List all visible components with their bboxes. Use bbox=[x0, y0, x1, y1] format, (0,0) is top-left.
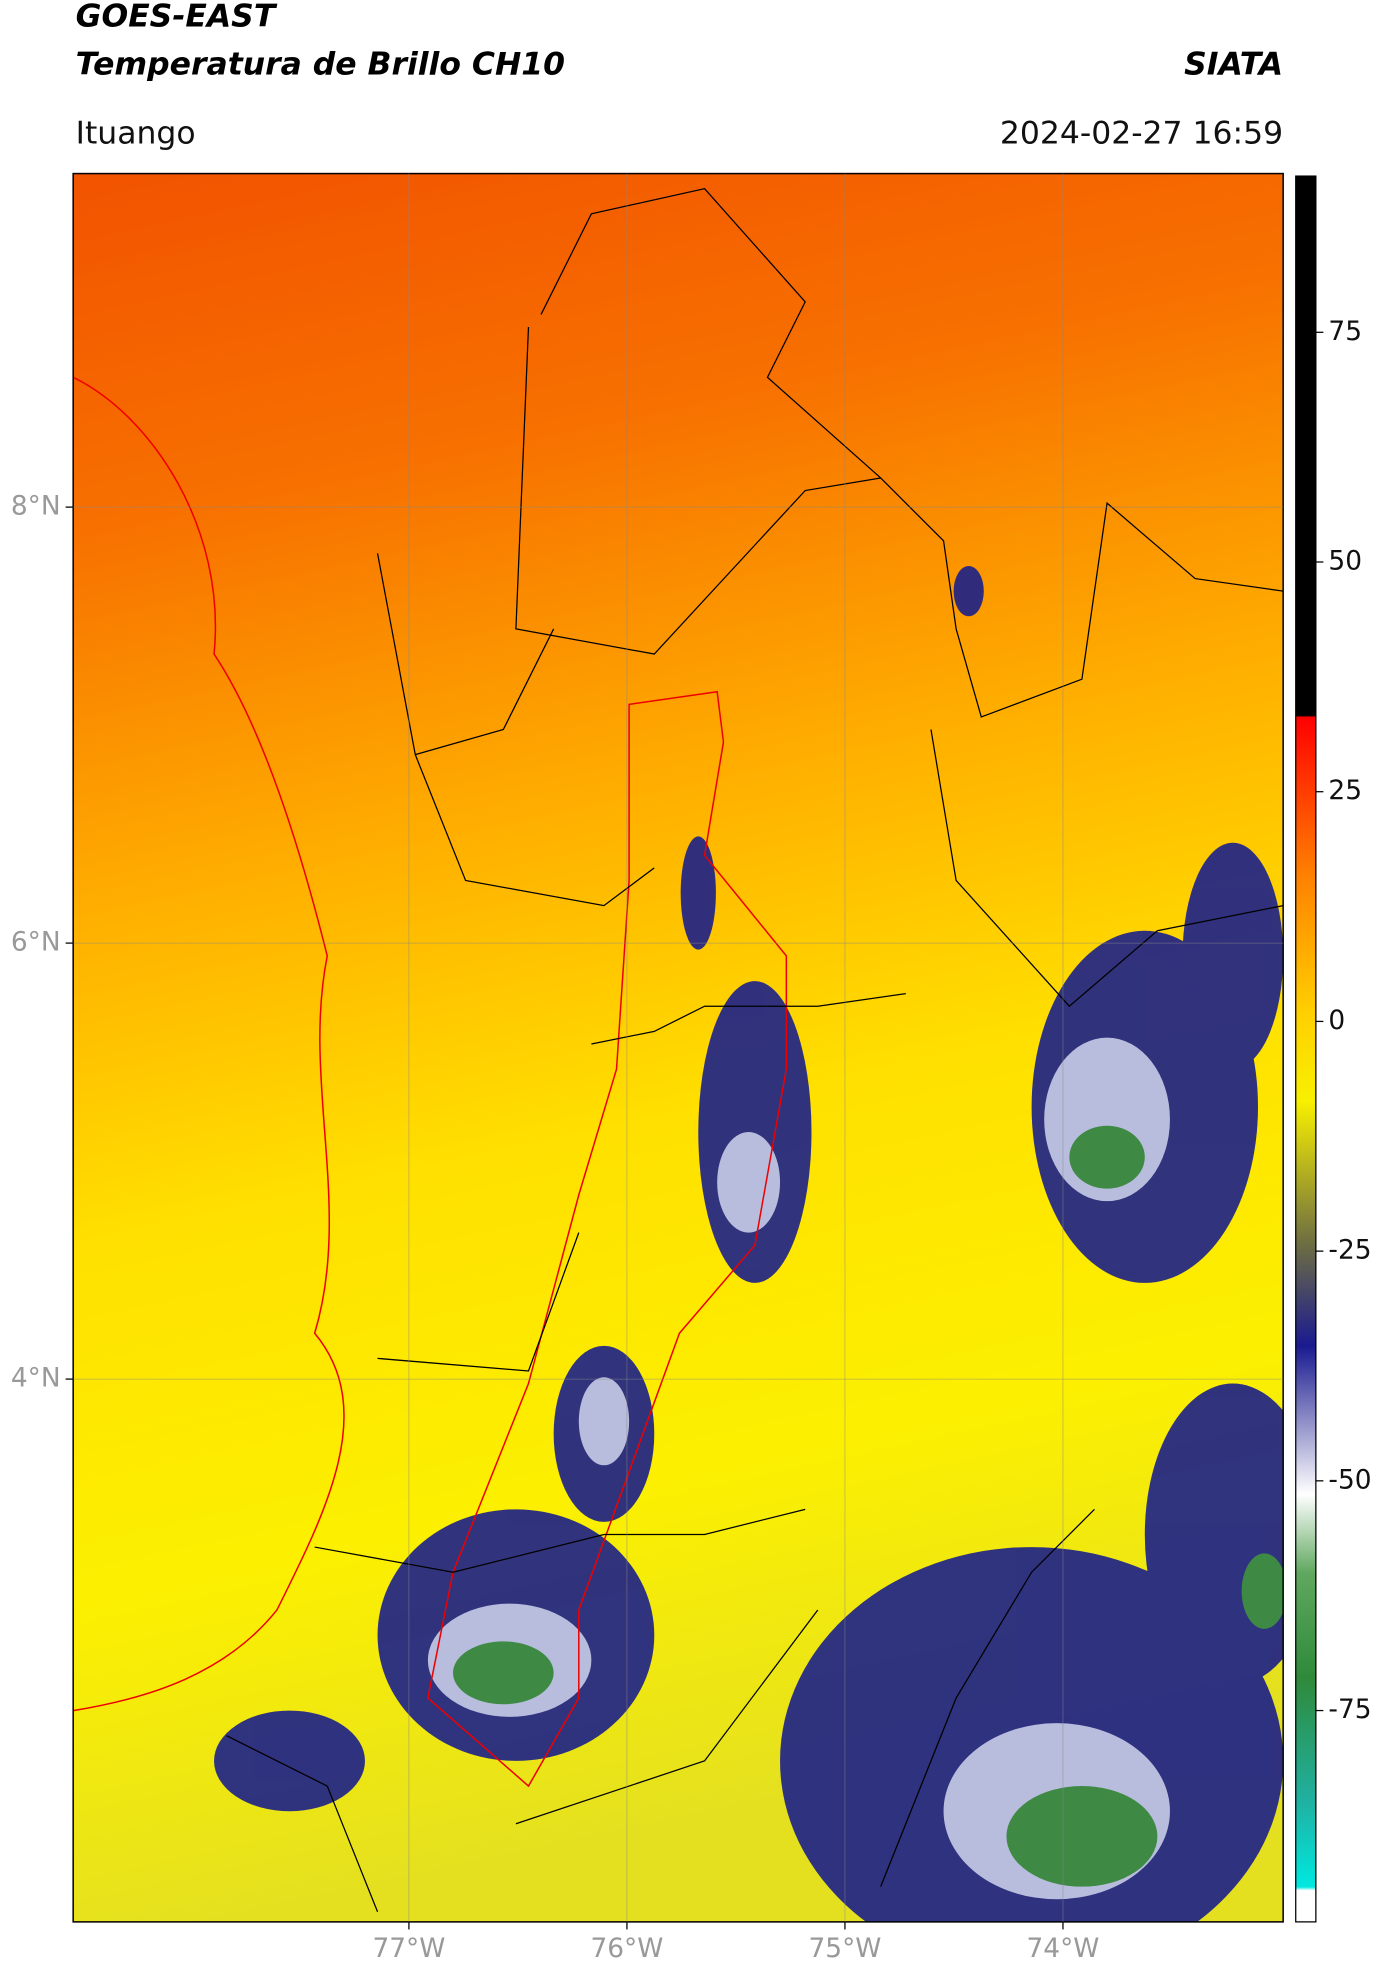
y-tick-label: 4°N bbox=[11, 1363, 61, 1394]
colorbar-tick-label: -50 bbox=[1328, 1464, 1371, 1495]
x-tick-label: 75°W bbox=[808, 1933, 881, 1964]
y-tick-label: 6°N bbox=[11, 927, 61, 958]
x-tick-label: 76°W bbox=[590, 1933, 663, 1964]
colorbar-tick-label: -25 bbox=[1328, 1235, 1371, 1266]
colorbar-tick-label: -75 bbox=[1328, 1694, 1371, 1725]
x-tick-label: 77°W bbox=[372, 1933, 445, 1964]
map-frame bbox=[72, 172, 1284, 1923]
x-tick-label: 74°W bbox=[1026, 1933, 1099, 1964]
title: GOES-EAST bbox=[76, 0, 278, 35]
y-tick-label: 8°N bbox=[11, 491, 61, 522]
colorbar-tick-label: 25 bbox=[1328, 775, 1362, 806]
colorbar-tick-label: 50 bbox=[1328, 546, 1362, 577]
location: Ituango bbox=[76, 116, 196, 152]
colorbar-tick-label: 0 bbox=[1328, 1005, 1345, 1036]
colorbar-tick-label: 75 bbox=[1328, 316, 1362, 347]
colorbar bbox=[1295, 175, 1317, 1923]
subtitle: Temperatura de Brillo CH10 bbox=[76, 46, 565, 82]
satellite-image bbox=[73, 173, 1284, 1922]
brand: SIATA bbox=[1184, 46, 1283, 82]
datetime: 2024-02-27 16:59 bbox=[1000, 116, 1283, 152]
